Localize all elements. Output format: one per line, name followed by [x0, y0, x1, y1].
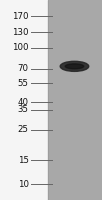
Text: 25: 25 [18, 125, 29, 134]
Text: 100: 100 [12, 43, 29, 52]
Text: 170: 170 [12, 12, 29, 21]
Text: 10: 10 [18, 180, 29, 189]
Bar [48, 0, 102, 200]
Ellipse shape [65, 64, 84, 69]
Text: 40: 40 [18, 98, 29, 107]
Text: 55: 55 [18, 79, 29, 88]
Text: 70: 70 [18, 64, 29, 73]
Text: 130: 130 [12, 28, 29, 37]
Text: 35: 35 [18, 105, 29, 114]
Ellipse shape [60, 61, 89, 71]
Bar [0, 0, 48, 200]
Text: 15: 15 [18, 156, 29, 165]
